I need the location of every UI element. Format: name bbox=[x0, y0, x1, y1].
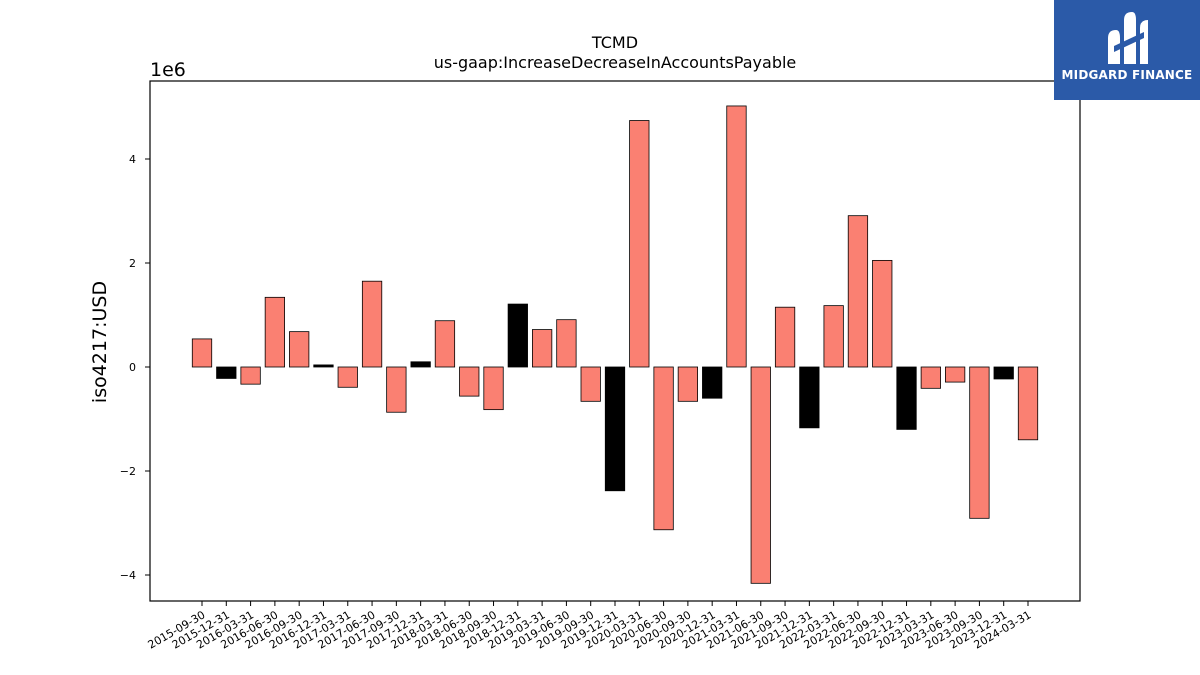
bar-2017-06-30 bbox=[361, 280, 383, 368]
y-axis-label: iso4217:USD bbox=[89, 281, 111, 403]
bar-2016-12-31 bbox=[313, 364, 334, 368]
bar-2016-09-30 bbox=[289, 331, 310, 368]
logo-text: MIDGARD FINANCE bbox=[1061, 68, 1193, 82]
bar-2020-12-31 bbox=[702, 366, 723, 399]
bar-2019-03-31 bbox=[532, 329, 553, 368]
y-tick-label: −4 bbox=[120, 569, 136, 582]
bar-2024-03-31 bbox=[1017, 366, 1039, 441]
bar-2017-09-30 bbox=[386, 366, 407, 413]
bar-2015-09-30 bbox=[191, 338, 213, 368]
bar-2021-12-31 bbox=[799, 366, 820, 429]
bar-2016-03-31 bbox=[240, 366, 261, 385]
y-tick-label: 2 bbox=[129, 257, 136, 270]
y-offset-label: 1e6 bbox=[150, 59, 186, 81]
midgard-m-logo-icon bbox=[1108, 12, 1148, 64]
bar-2023-09-30 bbox=[969, 366, 990, 519]
bars-group bbox=[191, 105, 1039, 584]
bar-2018-06-30 bbox=[459, 366, 480, 397]
bar-2021-09-30 bbox=[774, 306, 796, 368]
chart-subtitle: us-gaap:IncreaseDecreaseInAccountsPayabl… bbox=[434, 53, 797, 72]
bar-2023-06-30 bbox=[945, 366, 966, 383]
y-ticks-group: −4 −2 0 2 4 bbox=[120, 153, 150, 582]
bar-2020-06-30 bbox=[653, 366, 674, 531]
plot-frame bbox=[149, 80, 1081, 602]
bar-2022-12-31 bbox=[896, 366, 917, 430]
y-tick-label: 4 bbox=[129, 153, 136, 166]
bar-2021-03-31 bbox=[726, 105, 747, 368]
bar-2018-12-31 bbox=[507, 303, 528, 368]
bar-2016-06-30 bbox=[264, 296, 286, 368]
x-ticks-group: 2015-09-302015-12-312016-03-312016-06-30… bbox=[146, 601, 1034, 652]
bar-2021-06-30 bbox=[750, 366, 771, 584]
midgard-finance-logo: MIDGARD FINANCE bbox=[1054, 0, 1200, 100]
chart-title: TCMD bbox=[591, 33, 638, 52]
bar-2017-03-31 bbox=[337, 366, 358, 388]
bar-2022-09-30 bbox=[872, 259, 893, 368]
bar-2018-09-30 bbox=[483, 366, 504, 411]
bar-2015-12-31 bbox=[216, 366, 237, 379]
bar-2017-12-31 bbox=[410, 361, 431, 368]
y-tick-label: −2 bbox=[120, 465, 136, 478]
bar-2020-09-30 bbox=[677, 366, 698, 402]
bar-2019-09-30 bbox=[580, 366, 601, 402]
bar-2019-12-31 bbox=[604, 366, 626, 492]
bar-2018-03-31 bbox=[434, 320, 456, 368]
bar-2023-12-31 bbox=[993, 366, 1014, 380]
bar-2022-06-30 bbox=[847, 215, 869, 368]
bar-2023-03-31 bbox=[920, 366, 941, 389]
bar-2019-06-30 bbox=[556, 319, 577, 368]
bar-2022-03-31 bbox=[823, 305, 844, 368]
y-tick-label: 0 bbox=[129, 361, 136, 374]
bar-2020-03-31 bbox=[629, 120, 650, 368]
